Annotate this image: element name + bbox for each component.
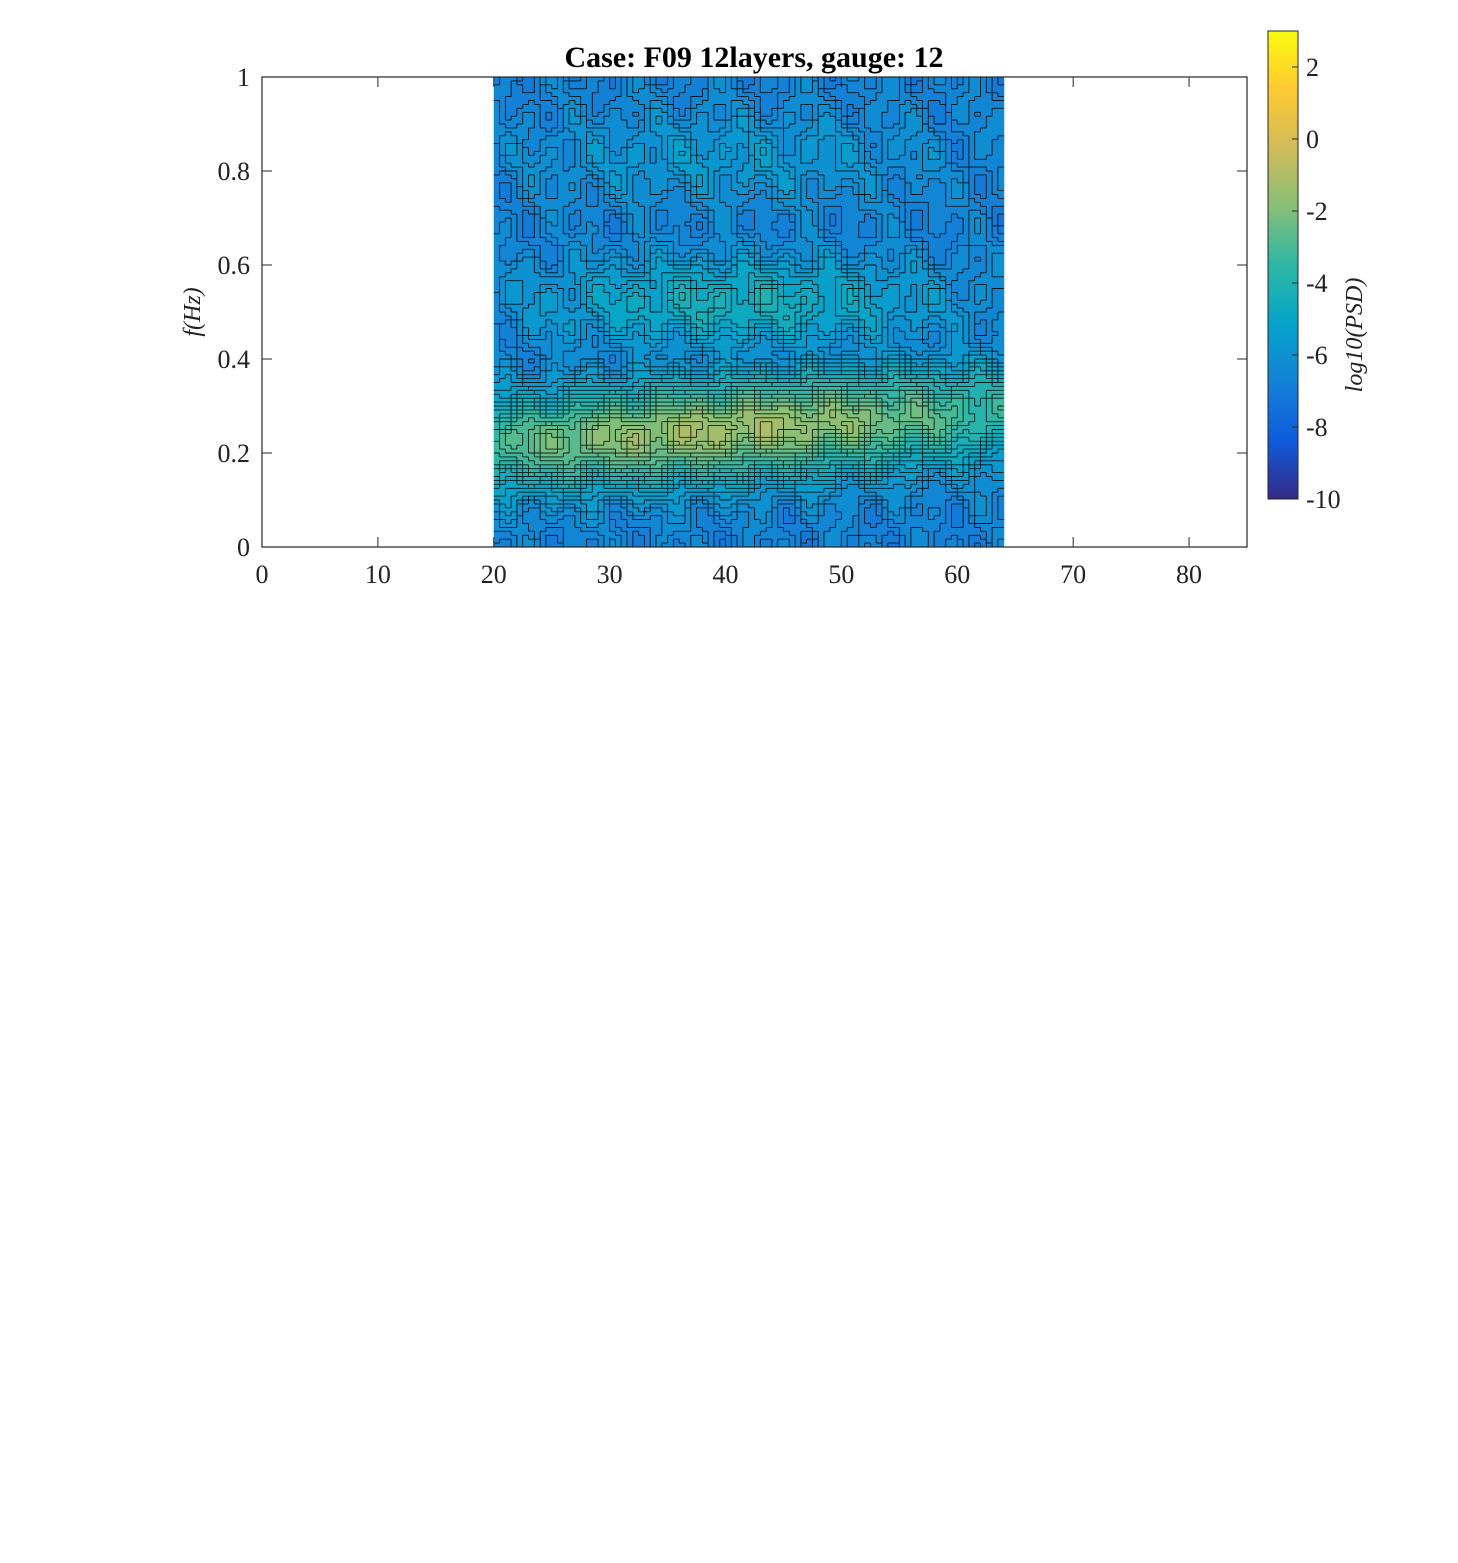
x-tick-label: 30 [597, 560, 623, 589]
colorbar: -10 -8 -6 -4 -2 0 2 log10(PSD) [1267, 30, 1368, 514]
colorbar-tick-label: 0 [1306, 125, 1319, 154]
plot-area: 0 10 20 30 40 50 60 70 80 0 0.2 0.4 0.6 0.8 1 [218, 63, 1248, 589]
contour-field [493, 77, 1005, 547]
y-tick-label: 0.8 [218, 157, 251, 186]
y-tick-label: 0 [237, 533, 250, 562]
x-tick-label: 20 [481, 560, 507, 589]
plot-frame [261, 76, 1248, 548]
colorbar-tick-label: -2 [1306, 197, 1328, 226]
colorbar-tick-label: -6 [1306, 341, 1328, 370]
x-tick-label: 60 [944, 560, 970, 589]
y-tick-label: 0.4 [218, 345, 251, 374]
colorbar-tick-label: 2 [1306, 53, 1319, 82]
y-tick-label: 1 [237, 63, 250, 92]
x-tick-label: 10 [365, 560, 391, 589]
colorbar-tick-label: -10 [1306, 485, 1341, 514]
y-axis-ticks: 0 0.2 0.4 0.6 0.8 1 [218, 63, 1247, 562]
x-tick-label: 40 [713, 560, 739, 589]
colorbar-ticks: -10 -8 -6 -4 -2 0 2 [1292, 53, 1341, 514]
x-tick-label: 0 [256, 560, 269, 589]
y-axis-label: f(Hz) [180, 287, 206, 336]
colorbar-label: log10(PSD) [1342, 278, 1368, 393]
colorbar-tick-label: -4 [1306, 269, 1328, 298]
x-tick-label: 50 [828, 560, 854, 589]
x-tick-label: 80 [1176, 560, 1202, 589]
y-tick-label: 0.6 [218, 251, 251, 280]
chart-title: Case: F09 12layers, gauge: 12 [564, 41, 943, 74]
colorbar-gradient [1267, 30, 1299, 500]
x-tick-label: 70 [1060, 560, 1086, 589]
y-tick-label: 0.2 [218, 439, 251, 468]
x-axis-ticks: 0 10 20 30 40 50 60 70 80 [256, 77, 1202, 589]
contour-lines [493, 77, 1004, 547]
colorbar-tick-label: -8 [1306, 413, 1328, 442]
